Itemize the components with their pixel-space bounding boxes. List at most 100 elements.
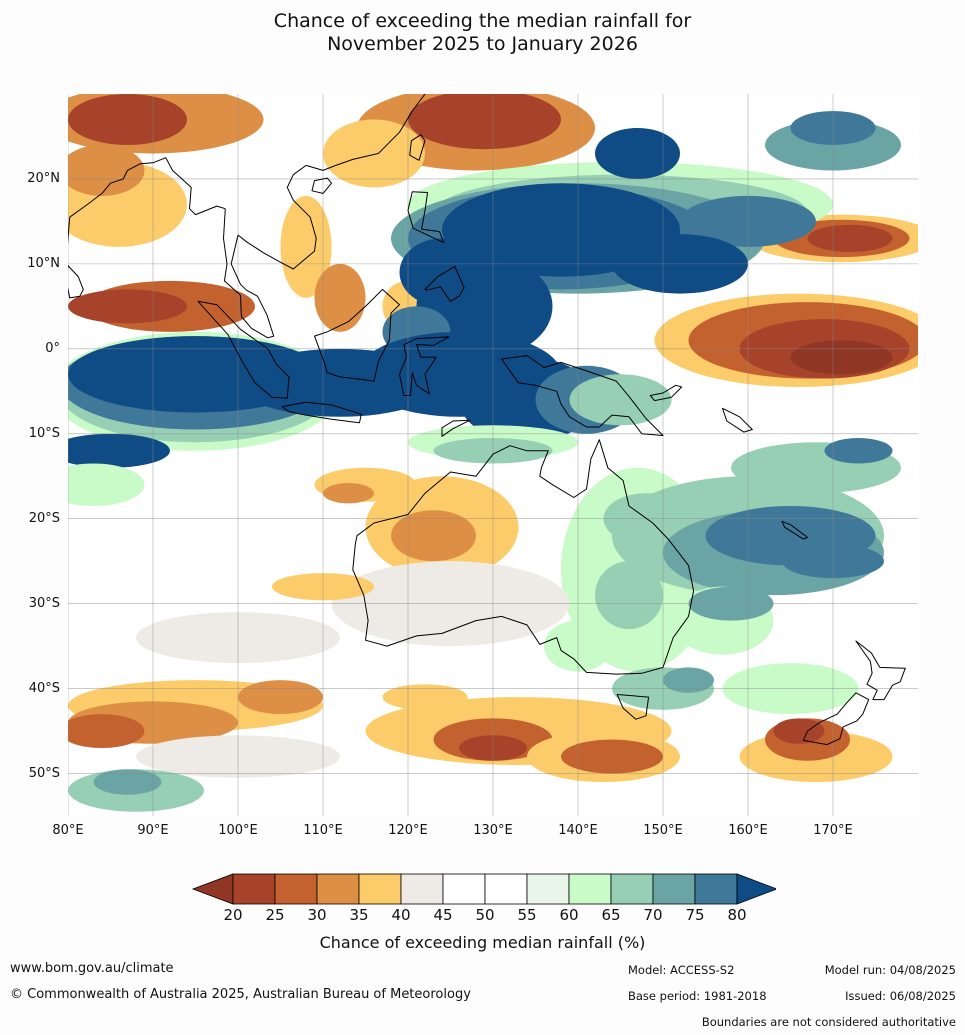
probability-contour [382, 684, 468, 710]
taiwan-coastline [409, 134, 426, 161]
latitude-tick-label: 50°S [28, 765, 60, 781]
timor-coastline [441, 419, 471, 437]
colorbar [191, 873, 776, 905]
colorbar-tick: 30 [307, 906, 327, 924]
colorbar-tick: 35 [349, 906, 369, 924]
india-east-coastline [68, 217, 71, 245]
probability-contour [408, 94, 561, 150]
new-britain-coastline [649, 384, 683, 402]
chart-title: Chance of exceeding the median rainfall … [0, 10, 965, 56]
coastlines [68, 94, 906, 746]
latitude-tick-label: 0° [45, 340, 60, 356]
longitude-tick-label: 130°E [473, 823, 513, 838]
java-coastline [281, 401, 362, 424]
tasmania-coastline [616, 694, 650, 720]
probability-contour [595, 127, 680, 179]
colorbar-swatch [316, 873, 360, 905]
model-name: Model: ACCESS-S2 [628, 963, 735, 977]
colorbar-tick: 60 [559, 906, 579, 924]
new-guinea-coastline [501, 355, 664, 436]
latitude-tick-label: 20°S [28, 510, 60, 526]
probability-contour [399, 238, 485, 307]
probability-contour [773, 718, 825, 744]
issued-date: Issued: 06/08/2025 [845, 989, 956, 1003]
probability-contour [68, 433, 170, 468]
colorbar-tick: 25 [265, 906, 285, 924]
colorbar-under-arrow [191, 873, 234, 905]
longitude-tick-label: 100°E [218, 823, 258, 838]
longitude-tick-label: 110°E [303, 823, 343, 838]
probability-contour [280, 195, 332, 298]
colorbar-tick: 75 [685, 906, 705, 924]
rainfall-map [68, 94, 918, 816]
boundaries-note: Boundaries are not considered authoritat… [701, 1015, 956, 1029]
model-run-date: Model run: 04/08/2025 [824, 963, 956, 977]
colorbar-label: Chance of exceeding median rainfall (%) [319, 933, 646, 952]
australia-coastline [352, 439, 695, 675]
probability-contour [68, 714, 145, 749]
colorbar-tick: 55 [517, 906, 537, 924]
colorbar-tick: 80 [727, 906, 747, 924]
latitude-tick-label: 40°S [28, 680, 60, 696]
colorbar-swatch [652, 873, 696, 905]
new-caledonia-coastline [781, 520, 808, 540]
colorbar-swatch [400, 873, 444, 905]
probability-contour [68, 463, 145, 506]
colorbar-tick: 20 [223, 906, 243, 924]
latitude-tick-label: 20°N [27, 170, 60, 186]
title-line-1: Chance of exceeding the median rainfall … [273, 10, 692, 32]
colorbar-tick: 65 [601, 906, 621, 924]
sulawesi-coastline [399, 336, 450, 396]
colorbar-swatch [484, 873, 528, 905]
colorbar-tick: 70 [643, 906, 663, 924]
longitude-tick-label: 120°E [388, 823, 428, 838]
colorbar-swatch [358, 873, 402, 905]
probability-contour [595, 561, 663, 630]
graticule [68, 94, 918, 816]
longitude-tick-label: 170°E [813, 823, 853, 838]
latitude-tick-label: 10°S [28, 425, 60, 441]
title-line-2: November 2025 to January 2026 [327, 33, 638, 55]
base-period: Base period: 1981-2018 [628, 989, 767, 1003]
mindanao-coastline [424, 265, 465, 302]
colorbar-swatch [442, 873, 486, 905]
probability-contour [68, 144, 145, 196]
probability-contour [824, 438, 893, 464]
burma-bangladesh-coastline [69, 157, 226, 218]
probability-contour [663, 667, 714, 693]
latitude-tick-label: 30°S [28, 595, 60, 611]
probability-contour [807, 224, 893, 252]
colorbar-tick: 40 [391, 906, 411, 924]
colorbar-swatch [274, 873, 318, 905]
colorbar-swatch [610, 873, 654, 905]
longitude-tick-label: 80°E [52, 823, 84, 838]
new-zealand-south-coastline [802, 692, 870, 746]
solomon-islands-coastline [722, 407, 753, 433]
website-link[interactable]: www.bom.gov.au/climate [10, 961, 174, 976]
colorbar-swatch [526, 873, 570, 905]
new-zealand-north-coastline [855, 640, 906, 701]
sumatra-coastline [197, 300, 290, 399]
colorbar-tick: 50 [475, 906, 495, 924]
sri-lanka-coastline [68, 265, 84, 299]
indochina-coastline [237, 94, 426, 270]
latitude-tick-label: 10°N [27, 255, 60, 271]
probability-contour [790, 340, 893, 375]
longitude-tick-label: 140°E [558, 823, 598, 838]
probability-contour [93, 769, 162, 795]
probability-contour [323, 483, 374, 504]
probability-contour [314, 263, 366, 332]
luzon-coastline [407, 191, 445, 244]
hainan-coastline [311, 177, 332, 194]
longitude-tick-label: 150°E [643, 823, 683, 838]
probability-contour [323, 119, 425, 188]
colorbar-swatch [694, 873, 738, 905]
copyright-text: © Commonwealth of Australia 2025, Austra… [10, 987, 471, 1002]
malay-peninsula-coastline [223, 208, 275, 339]
colorbar-tick: 45 [433, 906, 453, 924]
probability-contour [561, 739, 663, 774]
longitude-tick-label: 90°E [137, 823, 169, 838]
probability-contour [68, 289, 187, 324]
longitude-tick-label: 160°E [728, 823, 768, 838]
probability-contour [391, 510, 476, 562]
